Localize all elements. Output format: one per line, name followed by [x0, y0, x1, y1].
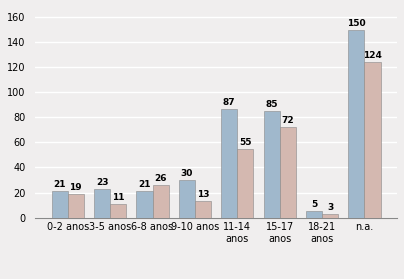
Text: 21: 21: [138, 181, 151, 189]
Text: 13: 13: [197, 191, 209, 199]
Bar: [237, 149, 253, 218]
Text: 150: 150: [347, 19, 366, 28]
Text: 21: 21: [53, 181, 66, 189]
Bar: [263, 111, 280, 218]
Text: 19: 19: [69, 183, 82, 192]
Bar: [364, 62, 381, 218]
Text: 23: 23: [96, 178, 108, 187]
Text: 30: 30: [181, 169, 193, 178]
Bar: [322, 214, 338, 218]
Text: 87: 87: [223, 98, 236, 107]
Bar: [110, 204, 126, 218]
Text: 55: 55: [239, 138, 252, 147]
Text: 72: 72: [282, 116, 294, 126]
Text: 26: 26: [154, 174, 167, 183]
Bar: [179, 180, 195, 218]
Text: 11: 11: [112, 193, 124, 202]
Bar: [68, 194, 84, 218]
Bar: [348, 30, 364, 218]
Bar: [195, 201, 211, 218]
Text: 3: 3: [327, 203, 333, 212]
Bar: [137, 191, 153, 218]
Text: 124: 124: [363, 51, 382, 60]
Bar: [52, 191, 68, 218]
Bar: [94, 189, 110, 218]
Bar: [153, 185, 168, 218]
Text: 85: 85: [265, 100, 278, 109]
Text: 5: 5: [311, 201, 317, 210]
Bar: [221, 109, 237, 218]
Bar: [306, 211, 322, 218]
Bar: [280, 127, 296, 218]
